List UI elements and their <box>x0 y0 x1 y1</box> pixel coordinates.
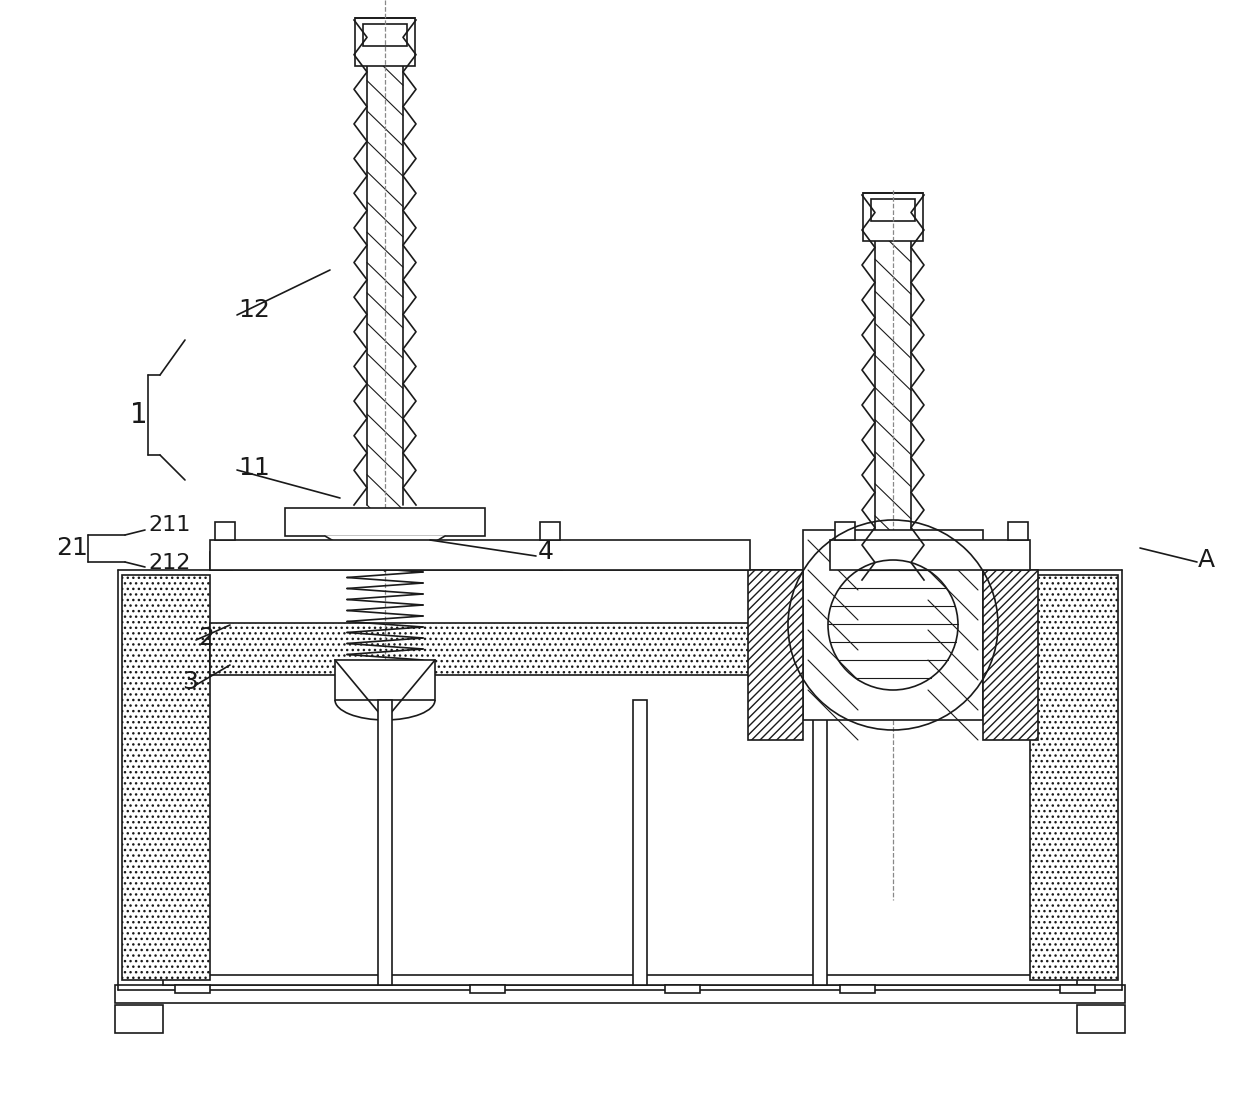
Text: 212: 212 <box>148 552 191 573</box>
Bar <box>665 985 701 993</box>
Bar <box>355 18 415 66</box>
Text: 11: 11 <box>238 456 270 480</box>
Bar <box>115 985 1125 1003</box>
Text: A: A <box>1198 548 1215 572</box>
Bar <box>539 522 560 540</box>
Bar <box>210 540 750 570</box>
Bar <box>983 570 1038 740</box>
Bar <box>632 699 647 985</box>
Bar <box>835 522 856 540</box>
Bar <box>830 540 1030 570</box>
Bar <box>122 575 210 980</box>
Bar <box>539 552 562 570</box>
Bar <box>1078 1006 1125 1033</box>
Text: 211: 211 <box>148 515 191 535</box>
Bar <box>363 24 407 46</box>
Bar <box>470 985 505 993</box>
Bar <box>748 570 804 740</box>
Bar <box>1030 575 1118 980</box>
Text: 4: 4 <box>538 540 554 564</box>
Bar <box>813 699 827 985</box>
Text: 3: 3 <box>182 670 198 694</box>
Bar <box>378 699 392 985</box>
Text: 2: 2 <box>198 627 215 650</box>
Text: 1: 1 <box>130 401 148 429</box>
Bar <box>115 1006 162 1033</box>
Text: 21: 21 <box>56 536 88 560</box>
Bar <box>215 522 236 540</box>
Polygon shape <box>325 536 445 571</box>
Bar <box>162 975 1078 985</box>
Bar <box>804 530 983 720</box>
Bar <box>863 193 923 241</box>
Bar <box>285 508 485 536</box>
Bar <box>175 985 210 993</box>
Bar <box>210 552 232 570</box>
Bar <box>870 199 915 221</box>
Bar <box>1008 522 1028 540</box>
Bar <box>335 660 435 699</box>
Bar <box>839 985 875 993</box>
Bar <box>1060 985 1095 993</box>
Bar <box>210 623 830 675</box>
Text: 12: 12 <box>238 298 270 322</box>
